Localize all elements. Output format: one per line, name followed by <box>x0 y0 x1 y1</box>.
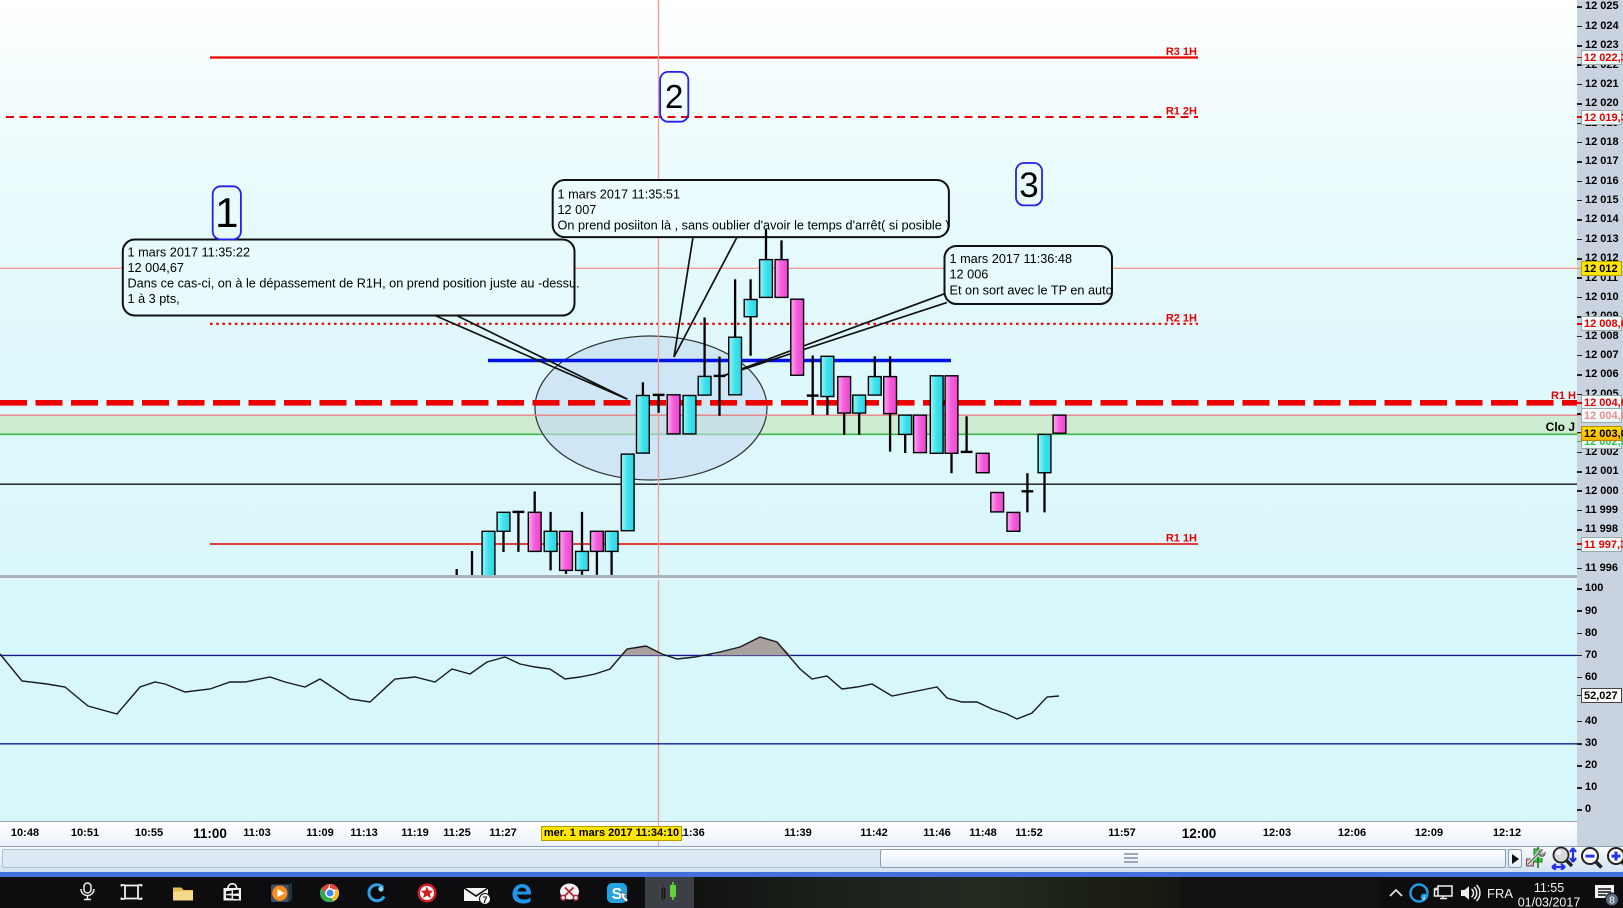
svg-text:1 à 3 pts,: 1 à 3 pts, <box>128 292 180 306</box>
svg-text:On prend posiiton là , sans ou: On prend posiiton là , sans oublier d'av… <box>558 219 950 233</box>
svg-text:7: 7 <box>482 895 487 905</box>
svg-text:S: S <box>612 886 623 903</box>
svg-text:1 mars 2017 11:35:51: 1 mars 2017 11:35:51 <box>558 188 681 202</box>
svg-text:3: 3 <box>1019 166 1038 205</box>
svg-text:1 mars 2017 11:36:48: 1 mars 2017 11:36:48 <box>950 252 1073 266</box>
svg-text:12 006: 12 006 <box>950 268 989 282</box>
svg-text:8: 8 <box>1609 895 1615 907</box>
svg-text:01/03/2017: 01/03/2017 <box>1518 896 1581 908</box>
svg-text:1 mars 2017 11:35:22: 1 mars 2017 11:35:22 <box>128 246 251 260</box>
svg-text:R3 1H: R3 1H <box>1166 46 1197 58</box>
svg-text:1: 1 <box>215 189 238 236</box>
svg-text:11:55: 11:55 <box>1534 881 1564 895</box>
svg-text:12 007: 12 007 <box>558 203 597 217</box>
svg-text:12 004,67: 12 004,67 <box>128 261 184 275</box>
svg-text:Clo J: Clo J <box>1546 420 1575 434</box>
svg-text:FRA: FRA <box>1487 886 1513 901</box>
svg-text:R2 1H: R2 1H <box>1166 313 1197 325</box>
svg-text:i: i <box>1423 895 1425 902</box>
svg-text:R1 1H: R1 1H <box>1166 533 1197 545</box>
svg-text:R1 2H: R1 2H <box>1166 106 1197 118</box>
svg-text:Et on sort avec le TP en auto: Et on sort avec le TP en auto <box>950 284 1113 298</box>
svg-text:Dans ce cas-ci, on à le dépass: Dans ce cas-ci, on à le dépassement de R… <box>128 277 580 291</box>
svg-text:R1 H: R1 H <box>1551 390 1576 402</box>
svg-text:2: 2 <box>665 78 683 115</box>
